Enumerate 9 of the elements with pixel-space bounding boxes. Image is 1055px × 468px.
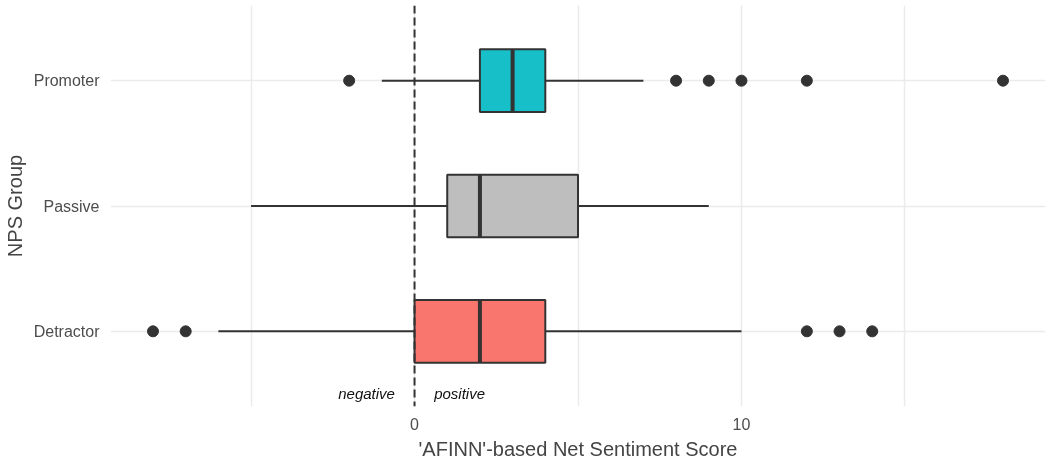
y-tick-label: Promoter	[33, 72, 101, 90]
x-tick-label: 0	[410, 415, 420, 433]
annotation: positive	[433, 385, 486, 403]
annotation: negative	[338, 385, 395, 403]
y-axis-title: NPS Group	[3, 154, 26, 258]
x-tick-label: 10	[732, 415, 751, 433]
x-axis-title: 'AFINN'-based Net Sentiment Score	[418, 437, 738, 460]
y-tick-label: Passive	[43, 197, 100, 215]
y-tick-label: Detractor	[33, 322, 101, 340]
